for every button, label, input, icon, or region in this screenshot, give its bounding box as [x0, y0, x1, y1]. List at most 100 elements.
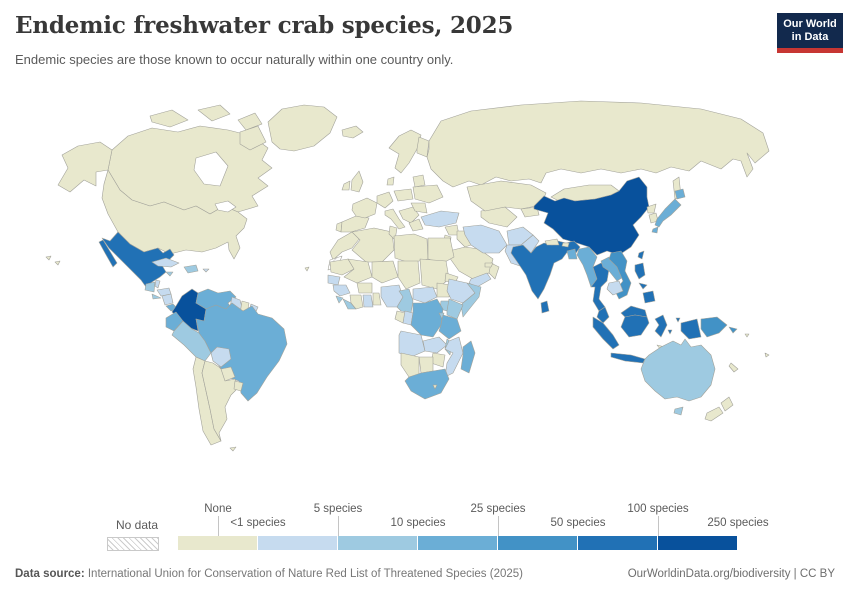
legend-bin-5-10[interactable]: [338, 536, 418, 550]
country-italy[interactable]: Italy: [384, 208, 406, 230]
country-cuba[interactable]: Cuba: [151, 257, 180, 268]
country-indonesia[interactable]: Indonesia: [654, 314, 668, 338]
country-japan[interactable]: Japan: [651, 226, 659, 234]
country-mauritania[interactable]: Mauritania: [329, 258, 355, 276]
country-hispaniola[interactable]: Hispaniola: [183, 264, 199, 274]
country-papua-new-guinea[interactable]: Papua New Guinea: [700, 316, 728, 338]
country-senegal[interactable]: Senegal: [327, 274, 341, 286]
country-japan[interactable]: Japan: [654, 198, 682, 228]
country-australia[interactable]: Australia: [640, 338, 716, 402]
country-guinea[interactable]: Guinea: [332, 284, 351, 297]
no-data-swatch[interactable]: [107, 537, 159, 551]
country-democratic-republic-of-congo[interactable]: Democratic Republic of Congo: [410, 298, 444, 338]
country-chad[interactable]: Chad: [397, 260, 421, 290]
country-cape-verde[interactable]: Cape Verde: [304, 266, 310, 272]
country-yemen[interactable]: Yemen: [468, 272, 492, 288]
country-new-zealand[interactable]: New Zealand: [720, 396, 734, 412]
country-mozambique[interactable]: Mozambique: [444, 336, 464, 378]
legend-bin-50-100[interactable]: [578, 536, 658, 550]
country-niger[interactable]: Niger: [371, 260, 399, 284]
owid-link[interactable]: OurWorldinData.org/biodiversity | CC BY: [627, 568, 835, 580]
country-central-african-republic[interactable]: Central African Republic: [412, 286, 438, 304]
country-belize[interactable]: Belize: [154, 279, 161, 289]
country-indonesia[interactable]: Indonesia: [667, 329, 673, 335]
country-indonesia[interactable]: Indonesia: [675, 317, 681, 323]
country-kazakhstan[interactable]: Kazakhstan: [466, 180, 547, 212]
country-france[interactable]: France: [351, 197, 378, 219]
country-togo-and-benin[interactable]: Togo and Benin: [372, 292, 382, 306]
country-falkland-islands[interactable]: Falkland Islands: [229, 446, 237, 452]
country-united-arab-emirates[interactable]: United Arab Emirates: [484, 262, 494, 268]
country-canada[interactable]: Canada: [237, 112, 263, 131]
country-greece[interactable]: Greece: [408, 218, 424, 232]
country-philippines[interactable]: Philippines: [638, 282, 648, 290]
legend-bin-25-50[interactable]: [498, 536, 578, 550]
country-china[interactable]: China: [533, 176, 650, 256]
country-indonesia[interactable]: Indonesia: [592, 316, 620, 350]
country-papua-new-guinea[interactable]: Papua New Guinea: [728, 326, 738, 334]
country-uruguay[interactable]: Uruguay: [233, 380, 244, 392]
country-canada[interactable]: Canada: [197, 104, 231, 122]
country-united-states[interactable]: United States: [54, 260, 61, 266]
country-egypt[interactable]: Egypt: [427, 237, 455, 264]
country-algeria[interactable]: Algeria: [351, 227, 395, 263]
country-cambodia[interactable]: Cambodia: [606, 280, 624, 296]
country-philippines[interactable]: Philippines: [642, 290, 656, 304]
country-mexico[interactable]: Mexico: [101, 231, 175, 288]
country-kyrgyzstan-and-tajikistan[interactable]: Kyrgyzstan and Tajikistan: [520, 206, 540, 218]
legend-bin-None[interactable]: [178, 536, 258, 550]
country-namibia[interactable]: Namibia: [400, 352, 420, 378]
country-baltics[interactable]: Baltics: [412, 174, 426, 188]
country-indonesia[interactable]: Indonesia: [610, 352, 646, 364]
country-lesotho[interactable]: Lesotho: [432, 384, 438, 390]
country-puerto-rico[interactable]: Puerto Rico: [202, 268, 210, 273]
country-bhutan[interactable]: Bhutan: [561, 242, 570, 248]
country-brazil[interactable]: Brazil: [195, 302, 288, 402]
country-indonesia[interactable]: Indonesia: [620, 314, 650, 338]
country-japan[interactable]: Japan: [674, 188, 686, 200]
country-north-korea[interactable]: North Korea: [646, 203, 657, 214]
country-argentina[interactable]: Argentina: [201, 360, 240, 442]
country-madagascar[interactable]: Madagascar: [460, 340, 476, 374]
country-el-salvador[interactable]: El Salvador: [151, 293, 162, 300]
country-oman[interactable]: Oman: [488, 262, 500, 280]
country-burkina-faso[interactable]: Burkina Faso: [356, 282, 373, 294]
country-denmark[interactable]: Denmark: [386, 176, 395, 186]
country-solomon-islands[interactable]: Solomon Islands: [744, 333, 750, 338]
country-united-states[interactable]: United States: [45, 255, 52, 261]
country-jamaica[interactable]: Jamaica: [165, 271, 174, 277]
country-india[interactable]: India: [510, 240, 581, 300]
country-ghana[interactable]: Ghana: [362, 294, 374, 308]
country-united-states[interactable]: United States: [57, 141, 113, 193]
country-bangladesh[interactable]: Bangladesh: [566, 248, 578, 260]
country-new-zealand[interactable]: New Zealand: [704, 406, 724, 422]
country-russia[interactable]: Russia: [426, 100, 770, 188]
country-vietnam[interactable]: Vietnam: [608, 250, 632, 300]
country-cote-d-ivoire[interactable]: Cote d'Ivoire: [349, 294, 364, 310]
country-malaysia[interactable]: Malaysia: [596, 306, 610, 324]
country-finland[interactable]: Finland: [416, 136, 430, 158]
country-romania[interactable]: Romania: [410, 202, 428, 214]
country-kenya[interactable]: Kenya: [446, 298, 464, 320]
legend-bin-<1-5[interactable]: [258, 536, 338, 550]
country-poland[interactable]: Poland: [393, 188, 414, 202]
country-canada[interactable]: Canada: [239, 125, 267, 151]
country-greenland[interactable]: Greenland: [267, 104, 338, 152]
country-zambia[interactable]: Zambia: [422, 336, 448, 354]
country-new-caledonia[interactable]: New Caledonia: [728, 362, 739, 373]
country-united-kingdom[interactable]: United Kingdom: [350, 170, 364, 193]
country-germany[interactable]: Germany: [376, 191, 394, 209]
country-guatemala[interactable]: Guatemala: [144, 281, 156, 293]
country-sri-lanka[interactable]: Sri Lanka: [540, 300, 550, 314]
country-turkey[interactable]: Turkey: [420, 210, 460, 228]
country-iran[interactable]: Iran: [462, 224, 508, 254]
country-scandinavia[interactable]: Scandinavia: [388, 129, 422, 174]
country-ireland[interactable]: Ireland: [341, 180, 351, 191]
country-libya[interactable]: Libya: [393, 233, 429, 264]
country-nicaragua[interactable]: Nicaragua: [161, 293, 174, 306]
country-fiji[interactable]: Fiji: [764, 352, 770, 358]
country-sierra-leone[interactable]: Sierra Leone: [335, 295, 344, 304]
country-canada[interactable]: Canada: [149, 109, 189, 128]
country-ukraine[interactable]: Ukraine: [412, 184, 444, 204]
country-botswana[interactable]: Botswana: [418, 356, 434, 374]
